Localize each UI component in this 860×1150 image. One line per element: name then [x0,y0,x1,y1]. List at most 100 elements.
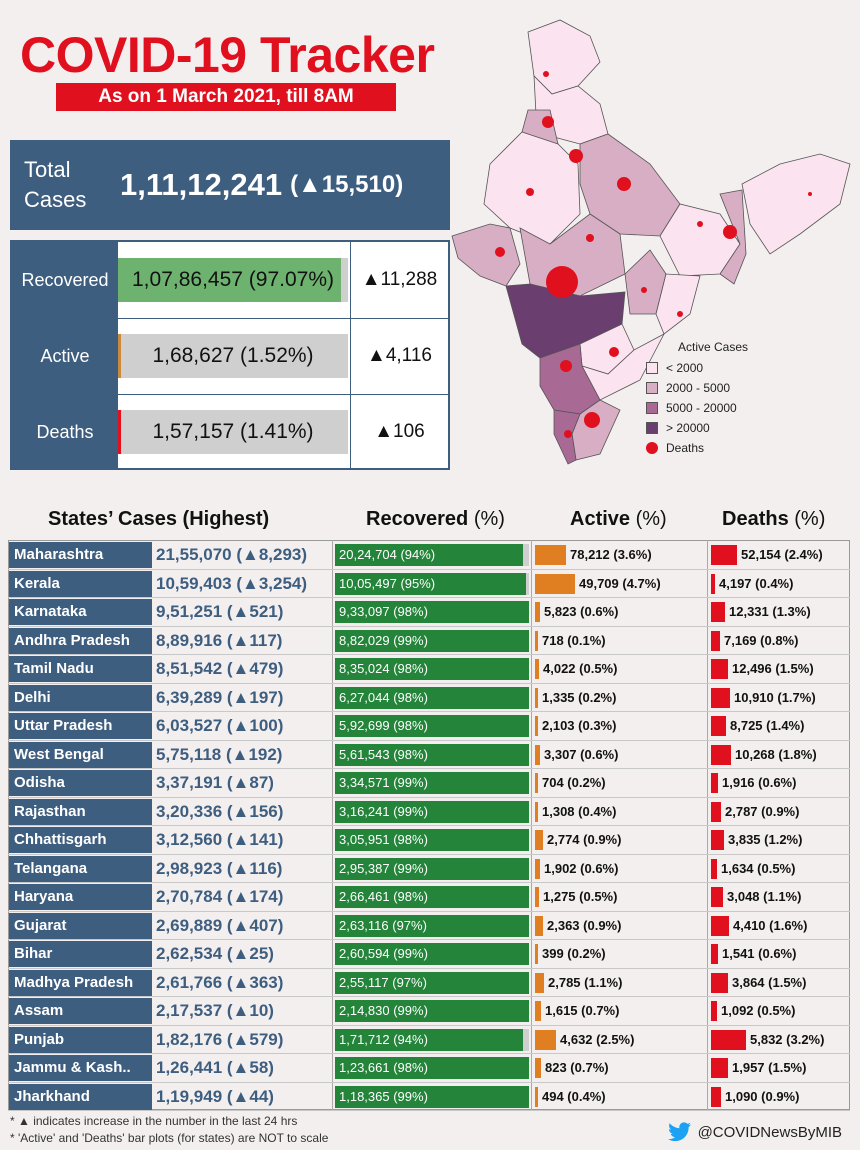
deaths-label: 4,410 (1.6%) [733,917,808,933]
recovered-label: 2,63,116 (97%) [339,917,427,933]
recovered-bar [335,943,529,965]
legend-label: 2000 - 5000 [666,381,731,395]
active-bar [535,573,575,594]
state-name: Jharkhand [9,1083,152,1110]
recovered-bar [335,971,529,994]
recovered-label: 5,61,543 (98%) [339,746,428,762]
recovered-bar [335,886,529,908]
table-row: Maharashtra 21,55,070 (▲8,293) 20,24,704 (… [8,541,850,570]
deaths-bar [711,573,715,594]
deaths-label: 52,154 (2.4%) [741,547,823,562]
state-name: Kerala [9,570,152,597]
active-bar [535,773,538,793]
total-label-line1: Total [24,157,71,182]
state-name: Uttar Pradesh [9,713,152,739]
recovered-label: 8,82,029 (99%) [339,632,428,648]
table-row: West Bengal 5,75,118 (▲192) 5,61,543 (98%)… [8,741,850,769]
active-label: 3,307 (0.6%) [544,746,619,762]
legend-item: 5000 - 20000 [646,398,748,418]
twitter-handle[interactable]: @COVIDNewsByMIB [667,1122,842,1142]
active-label: 1,902 (0.6%) [544,860,619,876]
map-death-dot [677,311,683,317]
recovered-bar-track [335,829,529,851]
deaths-label: 12,496 (1.5%) [732,661,814,676]
table-row: Rajasthan 3,20,336 (▲156) 3,16,241 (99%) 1,… [8,798,850,826]
recovered-bar-track [335,772,529,794]
deaths-bar [711,602,725,622]
active-label: 1,615 (0.7%) [545,1003,620,1018]
active-bar [535,687,538,708]
summary-delta: ▲11,288 [350,242,448,318]
death-dot-icon [646,442,658,454]
recovered-bar [335,829,529,851]
active-label: 49,709 (4.7%) [579,575,661,591]
recovered-bar [335,601,529,623]
table-row: Andhra Pradesh 8,89,916 (▲117) 8,82,029 (9… [8,627,850,655]
column-divider [332,540,333,1110]
summary-row-recovered: Recovered 1,07,86,457 (97.07%) ▲11,288 [12,242,448,318]
state-total-cases: 2,61,766 (▲363) [156,972,284,992]
recovered-label: 20,24,704 (94%) [339,547,436,562]
table-row: Karnataka 9,51,251 (▲521) 9,33,097 (98%) 5,… [8,598,850,627]
deaths-bar [711,659,728,679]
recovered-label: 5,92,699 (98%) [339,718,428,733]
state-total-cases: 21,55,070 (▲8,293) [156,545,308,564]
deaths-label: 1,634 (0.5%) [721,860,796,876]
map-legend: Active Cases < 2000 2000 - 5000 5000 - 200… [646,340,748,458]
table-row: Chhattisgarh 3,12,560 (▲141) 3,05,951 (98%… [8,826,850,855]
map-death-dots [495,71,812,438]
summary-bar-track [118,334,348,378]
summary-delta: ▲106 [350,394,448,470]
recovered-bar [335,772,529,794]
header-deaths-pct: (%) [794,508,826,530]
deaths-label: 1,092 (0.5%) [721,1003,796,1018]
recovered-label: 1,18,365 (99%) [339,1088,428,1104]
map-death-dot [495,247,505,257]
table-row: Haryana 2,70,784 (▲174) 2,66,461 (98%) 1,27… [8,883,850,912]
active-label: 823 (0.7%) [545,1060,609,1075]
footnote-increase: * ▲ indicates increase in the number in … [10,1114,298,1128]
recovered-bar [335,1057,529,1079]
active-bar [535,744,540,765]
active-bar [535,545,566,565]
header-recovered: Recovered (%) [366,508,505,531]
active-bar [535,972,544,993]
twitter-bird-icon [667,1122,691,1142]
active-bar [535,830,543,850]
summary-label: Recovered [21,269,109,290]
summary-row-deaths: Deaths 1,57,157 (1.41%) ▲106 [12,394,448,470]
state-total-cases: 3,12,560 (▲141) [156,830,284,849]
deaths-bar [711,1029,746,1050]
recovered-bar-track [335,715,529,737]
state-total-cases: 3,37,191 (▲87) [156,773,274,792]
state-name: Rajasthan [9,798,152,825]
recovered-label: 6,27,044 (98%) [339,689,428,705]
deaths-bar [711,630,720,651]
legend-swatch [646,402,658,414]
state-name: Chhattisgarh [9,827,152,853]
recovered-bar [335,743,529,766]
total-cases-label: Total Cases [10,155,110,215]
legend-label: 5000 - 20000 [666,401,737,415]
legend-swatch [646,422,658,434]
state-total-cases: 1,26,441 (▲58) [156,1058,274,1077]
legend-item: > 20000 [646,418,748,438]
active-label: 5,823 (0.6%) [544,604,619,619]
table-row: Madhya Pradesh 2,61,766 (▲363) 2,55,117 (9… [8,969,850,997]
recovered-label: 8,35,024 (98%) [339,661,428,676]
recovered-bar-track [335,914,529,937]
footnote-scale: * 'Active' and 'Deaths' bar plots (for s… [10,1131,329,1145]
table-row: Delhi 6,39,289 (▲197) 6,27,044 (98%) 1,335 … [8,684,850,712]
legend-deaths-label: Deaths [666,441,705,455]
active-label: 4,632 (2.5%) [560,1031,635,1047]
state-total-cases: 8,89,916 (▲117) [156,630,283,650]
deaths-bar [711,887,723,907]
table-row: Assam 2,17,537 (▲10) 2,14,830 (99%) 1,615 (… [8,997,850,1026]
header-deaths: Deaths (%) [722,508,825,531]
state-total-cases: 2,17,537 (▲10) [156,1001,274,1020]
recovered-bar-track [335,743,529,766]
recovered-label: 9,33,097 (98%) [339,604,428,619]
recovered-bar-track [335,572,529,595]
recovered-bar [335,800,529,823]
deaths-bar [711,830,724,850]
